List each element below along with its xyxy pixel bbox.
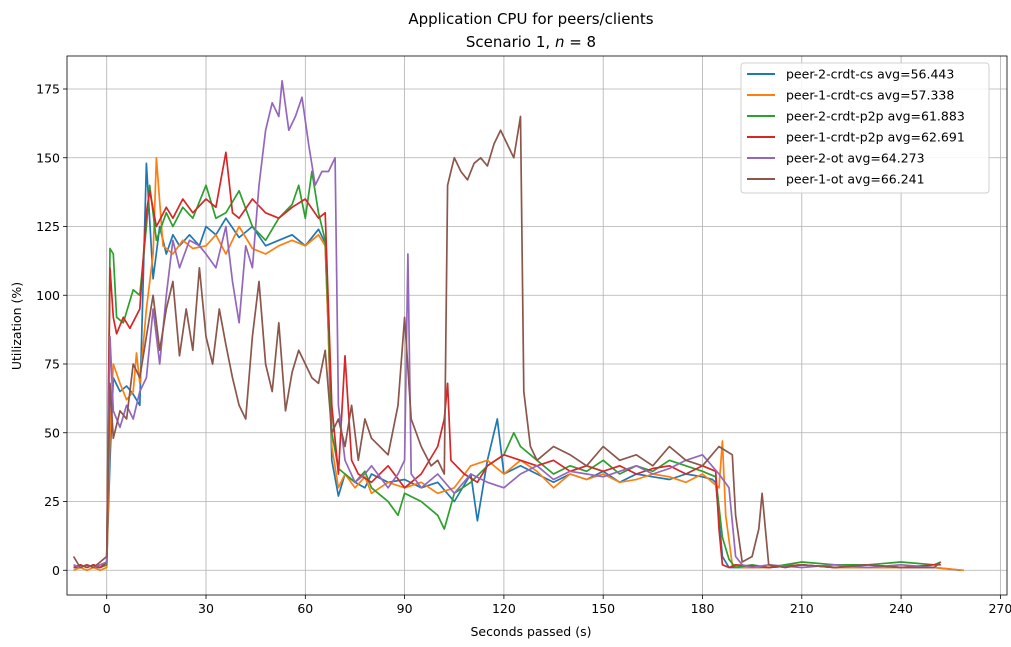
x-tick-label: 180 bbox=[691, 601, 715, 616]
legend-label: peer-2-ot avg=64.273 bbox=[786, 151, 925, 166]
x-axis-label: Seconds passed (s) bbox=[471, 624, 592, 639]
series-layer bbox=[72, 79, 965, 572]
y-tick-label: 50 bbox=[44, 425, 60, 440]
x-tick-label: 270 bbox=[988, 601, 1011, 616]
x-tick-label: 240 bbox=[889, 601, 913, 616]
legend-box bbox=[740, 62, 990, 194]
x-axis-ticks: 0 30 60 90 120 150 180 210 240 270 bbox=[103, 595, 1011, 616]
series-line bbox=[72, 115, 942, 569]
legend-label: peer-2-crdt-cs avg=56.443 bbox=[786, 67, 954, 82]
y-axis-ticks: 0 25 50 75 100 125 150 175 bbox=[36, 82, 67, 578]
grid bbox=[67, 56, 1007, 595]
legend: peer-2-crdt-cs avg=56.443 peer-1-crdt-cs … bbox=[740, 62, 990, 194]
series-line bbox=[73, 79, 935, 569]
y-tick-label: 0 bbox=[52, 563, 60, 578]
legend-label: peer-1-crdt-p2p avg=62.691 bbox=[786, 130, 965, 145]
legend-label: peer-1-ot avg=66.241 bbox=[786, 172, 925, 187]
y-tick-label: 150 bbox=[36, 150, 60, 165]
y-tick-label: 25 bbox=[44, 494, 60, 509]
chart-title: Application CPU for peers/clients bbox=[408, 10, 653, 28]
y-tick-label: 100 bbox=[36, 288, 60, 303]
x-tick-label: 30 bbox=[198, 601, 214, 616]
chart-subtitle: Scenario 1, n = 8 bbox=[466, 33, 596, 51]
y-tick-label: 75 bbox=[44, 357, 60, 372]
series-line bbox=[73, 156, 965, 572]
y-axis-label: Utilization (%) bbox=[9, 282, 24, 370]
y-tick-label: 125 bbox=[36, 219, 60, 234]
legend-label: peer-2-crdt-p2p avg=61.883 bbox=[786, 109, 965, 124]
x-tick-label: 150 bbox=[591, 601, 615, 616]
x-tick-label: 210 bbox=[790, 601, 814, 616]
x-tick-label: 60 bbox=[297, 601, 313, 616]
x-tick-label: 90 bbox=[397, 601, 413, 616]
x-tick-label: 0 bbox=[103, 601, 111, 616]
y-tick-label: 175 bbox=[36, 82, 60, 97]
plot-frame bbox=[66, 55, 1008, 596]
series-line bbox=[73, 151, 941, 569]
legend-label: peer-1-crdt-cs avg=57.338 bbox=[786, 88, 954, 103]
x-tick-label: 120 bbox=[492, 601, 516, 616]
series-line bbox=[73, 162, 961, 572]
